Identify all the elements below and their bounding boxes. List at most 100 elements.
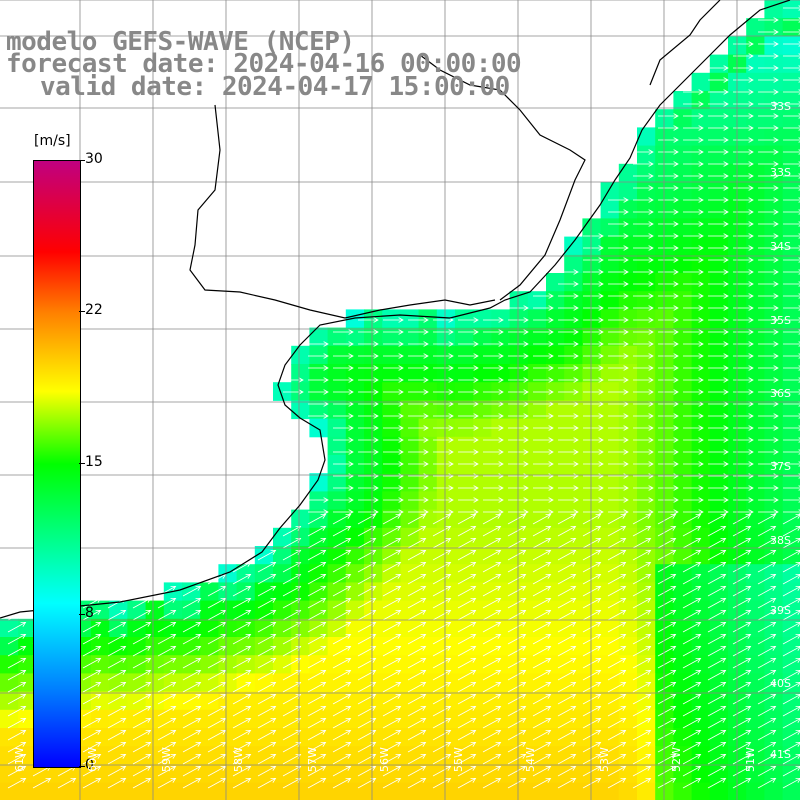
wind-vector-arrow	[308, 341, 329, 347]
wind-vector-arrow	[482, 766, 502, 777]
wind-vector-arrow	[732, 718, 752, 729]
wind-vector-arrow	[482, 538, 502, 549]
wind-speed-cell	[746, 72, 765, 92]
wind-speed-cell	[564, 345, 583, 365]
wind-vector-arrow	[707, 514, 727, 525]
wind-vector-arrow	[658, 461, 679, 467]
wind-speed-cell	[364, 782, 383, 800]
wind-vector-arrow	[408, 365, 429, 371]
wind-vector-arrow	[383, 365, 404, 371]
wind-speed-cell	[345, 509, 365, 529]
wind-speed-cell	[291, 746, 310, 765]
wind-speed-cell	[782, 491, 800, 511]
wind-vector-arrow	[608, 281, 629, 287]
wind-vector-arrow	[758, 53, 779, 59]
wind-speed-cell	[746, 163, 765, 183]
wind-vector-arrow	[557, 526, 577, 537]
wind-vector-arrow	[358, 317, 379, 323]
wind-vector-arrow	[232, 610, 252, 621]
wind-vector-arrow	[132, 670, 152, 681]
wind-vector-arrow	[633, 161, 654, 167]
wind-vector-arrow	[507, 670, 527, 681]
wind-speed-cell	[709, 254, 729, 274]
wind-vector-arrow	[683, 305, 704, 311]
wind-vector-arrow	[707, 586, 727, 597]
wind-speed-cell	[655, 364, 674, 383]
wind-vector-arrow	[482, 586, 502, 597]
wind-vector-arrow	[733, 53, 754, 59]
wind-speed-cell	[400, 746, 420, 765]
wind-vector-arrow	[657, 754, 677, 765]
wind-vector-arrow	[658, 317, 679, 323]
wind-speed-cell	[746, 782, 765, 800]
wind-vector-arrow	[683, 101, 704, 107]
wind-vector-arrow	[458, 413, 479, 419]
wind-vector-arrow	[483, 353, 504, 359]
wind-speed-cell	[327, 546, 347, 565]
wind-vector-arrow	[658, 485, 679, 491]
wind-speed-cell	[564, 509, 583, 529]
wind-vector-arrow	[583, 341, 604, 347]
wind-vector-arrow	[683, 293, 704, 299]
wind-vector-arrow	[407, 538, 427, 549]
wind-speed-cell	[345, 327, 365, 347]
wind-vector-arrow	[582, 610, 602, 621]
wind-vector-arrow	[558, 293, 579, 299]
wind-speed-cell	[637, 746, 656, 765]
wind-vector-arrow	[557, 538, 577, 549]
wind-speed-cell	[36, 782, 56, 800]
wind-speed-cell	[746, 109, 765, 128]
wind-vector-arrow	[657, 766, 677, 777]
wind-speed-cell	[309, 473, 329, 492]
wind-vector-arrow	[533, 317, 554, 323]
wind-vector-arrow	[482, 598, 502, 609]
wind-vector-arrow	[207, 730, 227, 741]
wind-speed-cell	[491, 564, 511, 583]
wind-vector-arrow	[733, 269, 754, 275]
wind-vector-arrow	[457, 634, 477, 645]
wind-vector-arrow	[683, 245, 704, 251]
wind-speed-cell	[673, 582, 693, 602]
wind-speed-cell	[655, 527, 674, 547]
wind-vector-arrow	[383, 341, 404, 347]
wind-vector-arrow	[82, 658, 102, 669]
wind-vector-arrow	[583, 317, 604, 323]
wind-vector-arrow	[683, 473, 704, 479]
wind-speed-cell	[345, 618, 365, 638]
wind-vector-arrow	[358, 353, 379, 359]
wind-vector-arrow	[332, 562, 352, 573]
wind-vector-arrow	[708, 113, 729, 119]
wind-vector-arrow	[632, 514, 652, 525]
wind-vector-arrow	[257, 610, 277, 621]
wind-vector-arrow	[307, 538, 327, 549]
wind-vector-arrow	[532, 778, 552, 789]
wind-vector-arrow	[557, 622, 577, 633]
wind-vector-arrow	[157, 634, 177, 645]
lat-label: 34S	[770, 240, 791, 253]
wind-vector-arrow	[607, 550, 627, 561]
wind-speed-cell	[382, 618, 401, 638]
wind-vector-arrow	[333, 377, 354, 383]
wind-vector-arrow	[482, 646, 502, 657]
title-valid-date: valid date: 2024-04-17 15:00:00	[40, 72, 510, 102]
wind-speed-cell	[782, 54, 800, 74]
wind-speed-cell	[600, 400, 620, 420]
wind-vector-arrow	[733, 185, 754, 191]
wind-vector-arrow	[583, 497, 604, 503]
wind-speed-cell	[145, 655, 165, 674]
wind-speed-cell	[637, 127, 656, 147]
wind-vector-arrow	[633, 485, 654, 491]
wind-speed-cell	[273, 746, 292, 765]
wind-speed-cell	[291, 618, 310, 638]
wind-speed-cell	[382, 782, 401, 800]
wind-speed-cell	[673, 382, 693, 401]
wind-vector-arrow	[708, 365, 729, 371]
wind-vector-arrow	[332, 610, 352, 621]
wind-vector-arrow	[757, 682, 777, 693]
wind-vector-arrow	[732, 766, 752, 777]
wind-vector-arrow	[332, 694, 352, 705]
wind-speed-cell	[564, 236, 583, 256]
wind-speed-cell	[418, 527, 438, 547]
wind-speed-cell	[327, 728, 347, 747]
wind-speed-cell	[618, 746, 638, 765]
